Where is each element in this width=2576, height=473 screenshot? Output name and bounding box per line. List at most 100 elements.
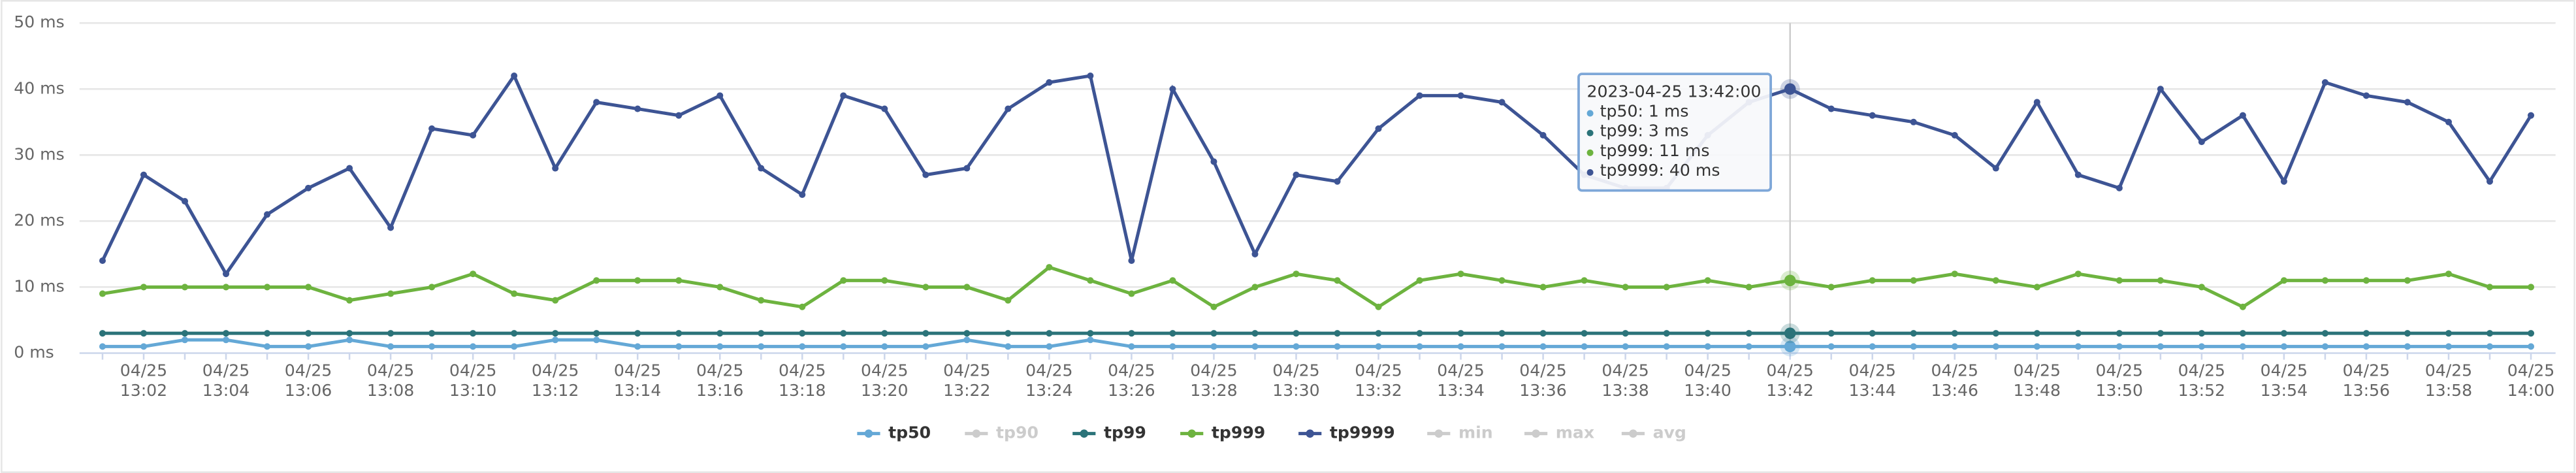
point	[758, 343, 765, 350]
point	[222, 330, 230, 337]
point	[2116, 330, 2123, 337]
point	[2157, 343, 2164, 350]
point	[675, 277, 683, 284]
point	[1251, 343, 1259, 350]
point	[2239, 343, 2246, 350]
point	[2033, 284, 2040, 291]
point	[2198, 343, 2205, 350]
tooltip-line: tp999: 11 ms	[1600, 142, 1710, 161]
point	[2321, 330, 2328, 337]
point	[881, 277, 888, 284]
point	[1827, 105, 1835, 112]
legend-item[interactable]: min	[1427, 423, 1493, 442]
point	[634, 330, 641, 337]
tooltip-dot	[1586, 110, 1594, 117]
x-tick-label: 04/25 13:54	[2260, 363, 2308, 401]
point	[1046, 264, 1053, 271]
point	[2280, 330, 2287, 337]
x-tick-label-box: 04/25 13:50	[2096, 363, 2143, 401]
point	[1334, 343, 1341, 350]
point	[1293, 171, 1300, 178]
x-tick-label-box: 04/25 13:48	[2013, 363, 2061, 401]
point	[1416, 92, 1423, 99]
point	[2321, 79, 2328, 86]
point	[1992, 330, 1999, 337]
point	[1128, 257, 1135, 265]
point	[963, 330, 971, 337]
point	[675, 330, 683, 337]
point	[1663, 343, 1670, 350]
point	[305, 343, 312, 350]
tooltip-row: tp99: 3 ms	[1586, 123, 1766, 143]
point	[634, 277, 641, 284]
point	[1005, 330, 1012, 337]
point	[470, 330, 477, 337]
point	[2362, 92, 2370, 99]
legend-item[interactable]: max	[1524, 423, 1594, 442]
point	[305, 330, 312, 337]
x-tick-label-box: 04/25 13:52	[2178, 363, 2226, 401]
point	[1498, 99, 1505, 106]
point	[2198, 284, 2205, 291]
point	[181, 336, 189, 344]
point	[2239, 330, 2246, 337]
point	[922, 284, 929, 291]
point	[1005, 297, 1012, 304]
point	[1745, 330, 1752, 337]
point	[1581, 330, 1588, 337]
x-tick-label: 04/25 13:26	[1108, 363, 1155, 401]
point	[99, 257, 106, 265]
point	[1128, 290, 1135, 297]
legend-item[interactable]: tp99	[1072, 423, 1146, 442]
point	[1704, 343, 1711, 350]
x-tick-label: 04/25 13:34	[1437, 363, 1485, 401]
point	[140, 171, 148, 178]
legend-marker	[1080, 429, 1089, 438]
point	[2404, 343, 2411, 350]
point	[1539, 330, 1547, 337]
x-tick-label: 04/25 13:52	[2178, 363, 2226, 401]
point	[1869, 343, 1876, 350]
point	[346, 297, 353, 304]
tooltip-line: tp99: 3 ms	[1600, 123, 1689, 142]
series-line	[101, 72, 2533, 277]
x-tick-label-box: 04/25 13:40	[1684, 363, 1731, 401]
legend-item[interactable]: tp9999	[1298, 423, 1395, 442]
point	[1745, 343, 1752, 350]
point	[716, 343, 724, 350]
point	[2157, 86, 2164, 93]
x-tick-label: 04/25 13:12	[531, 363, 579, 401]
point	[181, 330, 189, 337]
point	[1416, 330, 1423, 337]
point	[1827, 330, 1835, 337]
point	[1663, 284, 1670, 291]
point	[1046, 79, 1053, 86]
point	[2404, 277, 2411, 284]
legend-item[interactable]: tp999	[1180, 423, 1265, 442]
point	[716, 330, 724, 337]
point	[428, 343, 436, 350]
point	[552, 165, 559, 172]
point	[1784, 327, 1796, 339]
x-tick-label: 04/25 13:38	[1602, 363, 1649, 401]
point	[2362, 330, 2370, 337]
point	[922, 171, 929, 178]
x-tick-label-box: 04/25 13:36	[1519, 363, 1566, 401]
x-tick-label-box: 04/25 13:02	[120, 363, 167, 401]
point	[1992, 343, 1999, 350]
x-tick-label: 04/25 13:30	[1272, 363, 1320, 401]
legend-item[interactable]: tp50	[857, 423, 931, 442]
point	[99, 290, 106, 297]
point	[675, 343, 683, 350]
x-tick-label: 04/25 13:48	[2013, 363, 2061, 401]
x-tick-label-box: 04/25 13:06	[285, 363, 332, 401]
point	[963, 284, 971, 291]
legend-item[interactable]: avg	[1621, 423, 1686, 442]
x-tick-label: 04/25 13:24	[1025, 363, 1073, 401]
x-tick-label-box: 04/25 13:46	[1931, 363, 1978, 401]
legend-item[interactable]: tp90	[965, 423, 1038, 442]
x-tick-label-box: 04/25 13:42	[1766, 363, 1813, 401]
point	[922, 343, 929, 350]
legend-marker	[1629, 429, 1637, 438]
